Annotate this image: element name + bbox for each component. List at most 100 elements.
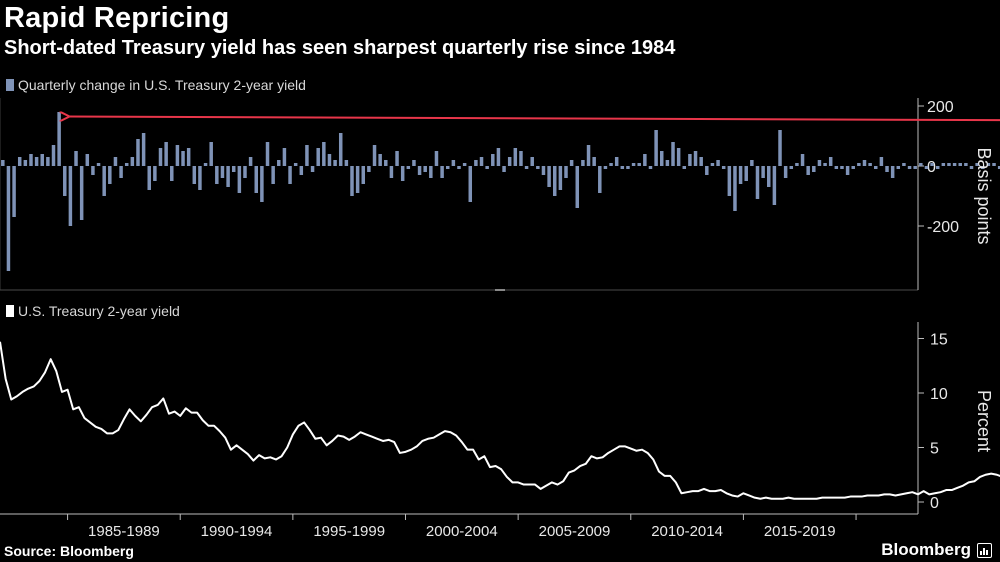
bar-y-tick-label: 200: [927, 99, 954, 116]
bar: [834, 166, 839, 169]
bar: [727, 166, 732, 196]
bar: [541, 166, 546, 175]
bar: [406, 166, 411, 169]
bar: [496, 148, 501, 166]
bar: [260, 166, 264, 202]
bar: [417, 166, 422, 175]
bar: [46, 157, 50, 166]
bar: [828, 157, 833, 166]
bar: [423, 166, 427, 172]
bar: [282, 148, 287, 166]
bar: [175, 145, 180, 166]
bar: [676, 148, 681, 166]
bar: [671, 142, 675, 166]
bar: [738, 166, 743, 184]
bar: [440, 166, 444, 178]
bar: [181, 151, 185, 166]
bar: [823, 163, 827, 166]
bar: [857, 163, 861, 166]
bar: [479, 157, 484, 166]
yield-line: [0, 341, 1000, 500]
legend-swatch-line: [6, 305, 14, 317]
bar: [316, 148, 320, 166]
bar: [924, 166, 929, 169]
bar: [310, 166, 315, 172]
bar: [192, 166, 197, 184]
bar: [682, 166, 687, 169]
bar: [935, 166, 940, 169]
bar: [896, 166, 901, 169]
bar: [412, 160, 416, 166]
bar: [355, 166, 360, 193]
bar: [434, 151, 439, 166]
bar: [964, 163, 968, 166]
bar: [57, 112, 61, 166]
bar: [1, 160, 5, 166]
bar: [507, 157, 512, 166]
bar: [783, 166, 788, 178]
bar: [40, 154, 44, 166]
brand-logo: Bloomberg: [881, 540, 992, 560]
bar: [688, 154, 692, 166]
chart-title: Rapid Repricing: [4, 2, 230, 34]
bar: [389, 166, 394, 178]
bar: [885, 166, 889, 172]
bar: [986, 163, 991, 166]
x-tick-label: 2010-2014: [651, 523, 723, 540]
bar: [344, 160, 349, 166]
bar: [12, 166, 16, 217]
line-chart-panel: 15 10 5 0 1985-1989 1990-1994 1995-1999 2000-20…: [0, 322, 1000, 540]
bar: [536, 166, 540, 169]
bar: [322, 142, 326, 166]
bar: [384, 160, 388, 166]
bar: [158, 148, 163, 166]
bar: [930, 163, 934, 166]
bar: [716, 160, 720, 166]
bar: [141, 133, 146, 166]
x-tick-label: 1985-1989: [88, 523, 160, 540]
bar: [812, 166, 816, 172]
brand-text: Bloomberg: [881, 540, 971, 559]
bar: [68, 166, 73, 226]
bar: [648, 166, 653, 169]
bar-y-tick-label: -200: [927, 219, 959, 236]
bar: [569, 160, 574, 166]
bar: [530, 157, 534, 166]
bar-chart-panel: 200 0 -200: [0, 98, 1000, 291]
bar: [952, 163, 957, 166]
line-y-tick-label: 15: [930, 332, 948, 349]
bar: [575, 166, 580, 208]
bar: [338, 133, 343, 166]
bar: [186, 148, 191, 166]
bar: [136, 139, 140, 166]
bar: [23, 160, 28, 166]
bar: [237, 166, 242, 193]
bar: [710, 163, 715, 166]
bar: [721, 166, 726, 169]
bar: [248, 157, 253, 166]
chart-subtitle: Short-dated Treasury yield has seen shar…: [4, 37, 676, 59]
x-tick-label: 2005-2009: [539, 523, 611, 540]
bar: [795, 163, 799, 166]
bar: [643, 154, 647, 166]
bar: [817, 160, 822, 166]
bar: [958, 163, 962, 166]
bar-chart-ylabel: Basis points: [974, 147, 994, 244]
legend-yield: U.S. Treasury 2-year yield: [6, 303, 180, 319]
bar: [299, 166, 304, 175]
bar: [271, 166, 275, 184]
bar: [519, 151, 523, 166]
bar: [226, 166, 230, 187]
bar: [997, 166, 1000, 169]
bar: [502, 166, 506, 172]
bar: [254, 166, 258, 193]
bar: [215, 166, 219, 184]
legend-swatch-bar: [6, 79, 14, 91]
bar: [603, 166, 608, 169]
bar: [209, 142, 213, 166]
bar: [800, 154, 805, 166]
bar: [806, 166, 810, 175]
bar: [941, 163, 946, 166]
bar: [620, 166, 625, 169]
bar: [862, 160, 867, 166]
